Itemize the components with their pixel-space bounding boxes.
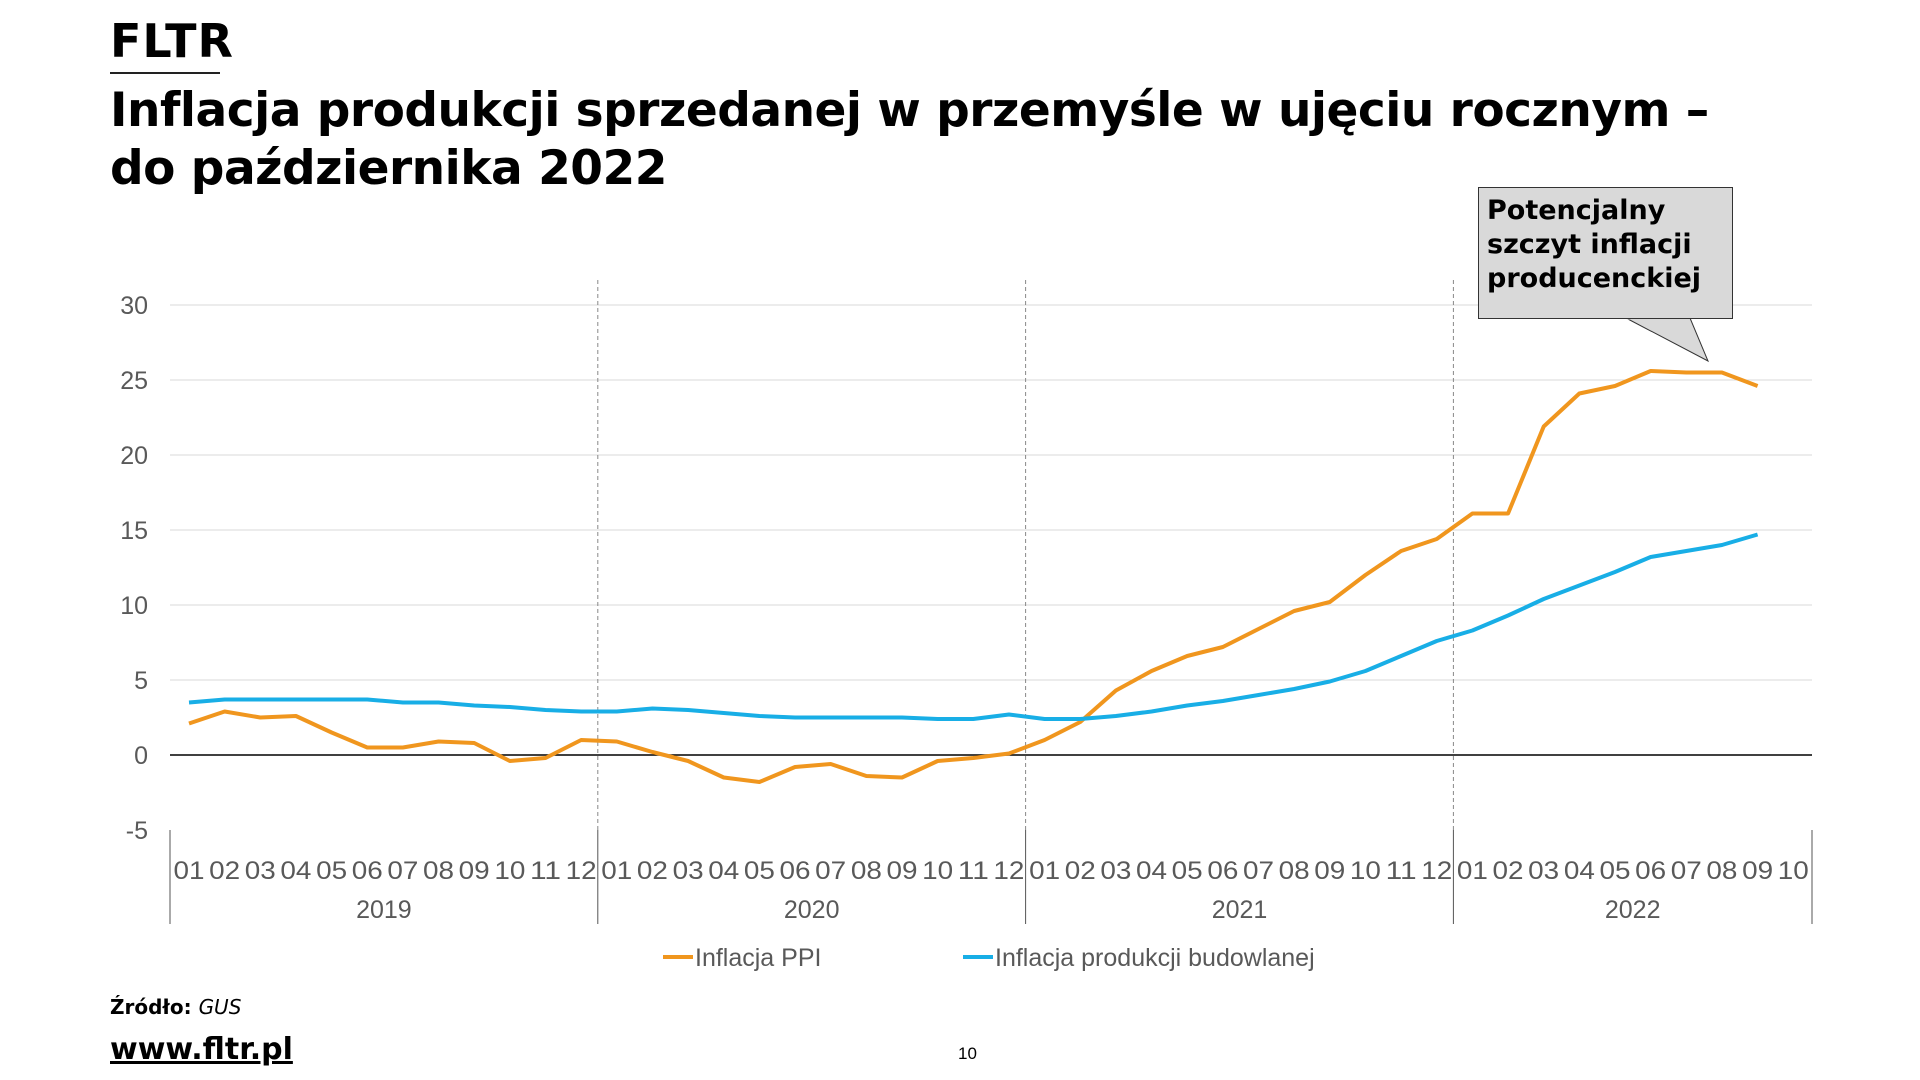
month-label: 03 (1528, 857, 1559, 885)
website-link[interactable]: www.fltr.pl (110, 1032, 293, 1067)
callout-line: producenckiej (1487, 263, 1702, 294)
month-label: 10 (922, 857, 953, 885)
y-tick-label: 10 (120, 592, 148, 620)
y-tick-label: 30 (120, 292, 148, 320)
title-line-1: Inflacja produkcji sprzedanej w przemyśl… (110, 83, 1709, 138)
month-label: 08 (1706, 857, 1737, 885)
month-label: 01 (601, 857, 632, 885)
fltr-logo: FLTR (110, 14, 234, 68)
month-label: 06 (352, 857, 383, 885)
year-label: 2022 (1605, 896, 1661, 924)
month-label: 10 (1778, 857, 1809, 885)
source-label: Źródło: (110, 995, 192, 1019)
month-label: 12 (566, 857, 597, 885)
month-label: 11 (530, 857, 561, 885)
month-label: 09 (887, 857, 918, 885)
month-label: 04 (1564, 857, 1595, 885)
year-label: 2020 (784, 896, 840, 924)
month-label: 04 (708, 857, 739, 885)
month-label: 04 (1136, 857, 1167, 885)
y-tick-label: 20 (120, 442, 148, 470)
y-tick-label: 25 (120, 367, 148, 395)
month-label: 10 (1350, 857, 1381, 885)
month-label: 06 (1635, 857, 1666, 885)
year-label: 2021 (1212, 896, 1268, 924)
month-label: 09 (1742, 857, 1773, 885)
month-label: 12 (1421, 857, 1452, 885)
month-label: 11 (958, 857, 989, 885)
series-line-construction (188, 532, 1759, 721)
month-label: 10 (494, 857, 525, 885)
callout-line: szczyt inflacji (1487, 229, 1692, 260)
y-tick-label: 0 (134, 742, 148, 770)
logo-divider (110, 72, 220, 74)
month-label: 09 (1314, 857, 1345, 885)
callout-line: Potencjalny (1487, 195, 1666, 226)
month-label: 08 (423, 857, 454, 885)
month-label: 09 (459, 857, 490, 885)
peak-callout: Potencjalny szczyt inflacji producenckie… (1478, 187, 1733, 319)
month-label: 11 (1386, 857, 1417, 885)
page-title: Inflacja produkcji sprzedanej w przemyśl… (110, 82, 1709, 198)
y-tick-label: -5 (126, 817, 148, 845)
month-label: 05 (1172, 857, 1203, 885)
month-label: 05 (1600, 857, 1631, 885)
source-value: GUS (198, 995, 242, 1019)
month-label: 05 (744, 857, 775, 885)
month-label: 01 (1029, 857, 1060, 885)
legend-label: Inflacja PPI (695, 944, 821, 972)
month-label: 04 (280, 857, 311, 885)
month-label: 03 (673, 857, 704, 885)
series-line-ppi (188, 369, 1759, 784)
month-label: 07 (1243, 857, 1274, 885)
page-number: 10 (958, 1044, 977, 1063)
month-label: 07 (815, 857, 846, 885)
y-tick-label: 15 (120, 517, 148, 545)
month-label: 08 (851, 857, 882, 885)
month-label: 08 (1279, 857, 1310, 885)
month-label: 02 (1493, 857, 1524, 885)
year-label: 2019 (356, 896, 412, 924)
month-label: 03 (245, 857, 276, 885)
legend-label: Inflacja produkcji budowlanej (995, 944, 1315, 972)
month-label: 02 (209, 857, 240, 885)
month-label: 01 (174, 857, 205, 885)
month-label: 06 (1207, 857, 1238, 885)
month-label: 05 (316, 857, 347, 885)
month-label: 06 (780, 857, 811, 885)
month-label: 03 (1100, 857, 1131, 885)
title-line-2: do października 2022 (110, 141, 667, 196)
month-label: 02 (1065, 857, 1096, 885)
month-label: 01 (1457, 857, 1488, 885)
month-label: 02 (637, 857, 668, 885)
month-label: 12 (993, 857, 1024, 885)
month-label: 07 (387, 857, 418, 885)
callout-pointer (1625, 317, 1709, 363)
source-note: Źródło: GUS (110, 995, 241, 1019)
y-tick-label: 5 (134, 667, 148, 695)
month-label: 07 (1671, 857, 1702, 885)
